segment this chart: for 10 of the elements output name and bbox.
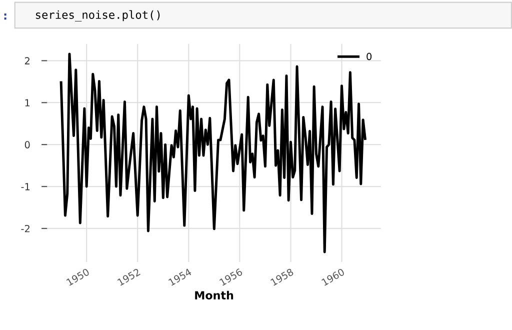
x-axis-title: Month <box>195 290 234 300</box>
y-tick-label: 2 <box>24 57 30 64</box>
y-tick-label: 0 <box>24 141 30 148</box>
text: series_noise.plot() <box>36 10 160 22</box>
y-tick-label: -2 <box>21 224 30 232</box>
legend-label: 0 <box>366 52 372 60</box>
y-tick-label: 1 <box>25 99 30 106</box>
line-series <box>60 52 366 254</box>
text: : <box>4 13 6 20</box>
y-tick-label: -1 <box>21 183 30 190</box>
